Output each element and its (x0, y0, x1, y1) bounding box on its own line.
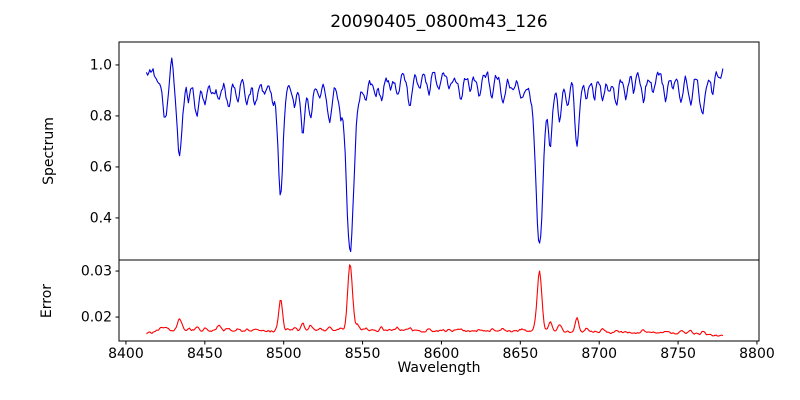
y-tick-label: 0.02 (81, 310, 112, 326)
x-axis-label: Wavelength (397, 360, 481, 376)
axis-ticks: 8400 8450 8500 8550 8600 8650 8700 8750 8800 0.4 0… (81, 57, 775, 362)
y-tick-label: 0.03 (81, 264, 112, 280)
y-tick-label: 0.6 (90, 159, 112, 175)
error-panel (118, 259, 760, 342)
chart-title: 20090405_0800m43_126 (330, 12, 548, 32)
x-tick-label: 8750 (660, 346, 696, 362)
error-line (146, 264, 724, 337)
y-tick-label: 0.8 (90, 108, 112, 124)
x-tick-label: 8450 (187, 346, 223, 362)
y-tick-label: 1.0 (90, 57, 112, 73)
x-tick-label: 8700 (581, 346, 617, 362)
spectrum-line (145, 57, 724, 253)
x-tick-label: 8550 (345, 346, 381, 362)
spectrum-y-axis-label: Spectrum (41, 117, 57, 185)
x-tick-label: 8500 (266, 346, 302, 362)
x-tick-label: 8650 (503, 346, 539, 362)
x-tick-label: 8600 (424, 346, 460, 362)
spectrum-panel (118, 41, 760, 261)
x-tick-label: 8400 (108, 346, 144, 362)
y-tick-label: 0.4 (90, 210, 112, 226)
axes-frames (118, 41, 760, 342)
x-tick-label: 8800 (739, 346, 775, 362)
error-y-axis-label: Error (39, 283, 55, 319)
